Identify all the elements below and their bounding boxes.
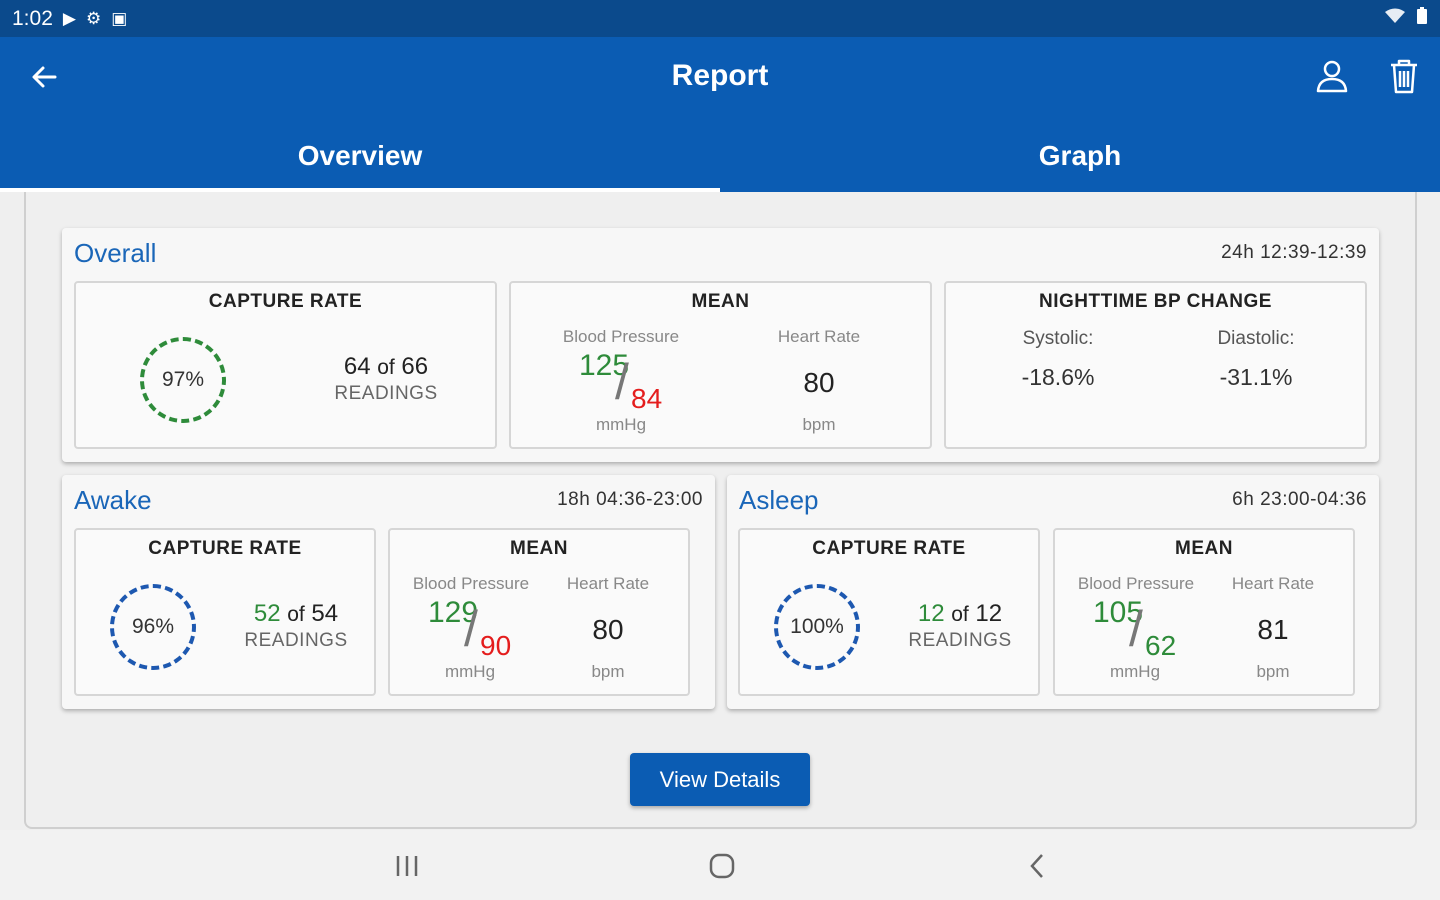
capture-ring: 100% bbox=[774, 584, 860, 670]
nighttime-diastolic-label: Diastolic: bbox=[1217, 328, 1295, 349]
asleep-section: Asleep 6h 23:00-04:36 CAPTURE RATE 100% … bbox=[727, 475, 1379, 709]
gear-icon: ⚙ bbox=[85, 8, 102, 28]
readings-captured: 12 bbox=[917, 600, 945, 627]
readings-of: of bbox=[951, 603, 969, 626]
readings-of: of bbox=[377, 356, 395, 379]
status-time: 1:02 bbox=[12, 6, 53, 30]
bp-label: Blood Pressure bbox=[412, 574, 530, 593]
bp-label: Blood Pressure bbox=[1077, 574, 1195, 593]
awake-title: Awake bbox=[74, 485, 152, 515]
hr-label: Heart Rate bbox=[1231, 574, 1315, 593]
clipboard-icon: ▣ bbox=[111, 8, 128, 28]
trash-icon[interactable] bbox=[1381, 53, 1427, 99]
hr-value: 81 bbox=[1257, 614, 1289, 645]
readings-of: of bbox=[287, 603, 305, 626]
capture-rate-heading: CAPTURE RATE bbox=[208, 291, 363, 312]
nighttime-systolic-value: -18.6% bbox=[1021, 364, 1095, 390]
bp-value: 125 / 84 bbox=[579, 349, 663, 414]
readings-count: 64 of 66 READINGS bbox=[316, 353, 456, 405]
systolic-value: 105 bbox=[1093, 596, 1144, 629]
bp-unit: mmHg bbox=[1109, 662, 1161, 681]
mean-heading: MEAN bbox=[691, 291, 750, 312]
readings-count: 52 of 54 READINGS bbox=[236, 600, 356, 652]
system-nav-bar bbox=[0, 830, 1440, 900]
person-icon[interactable] bbox=[1309, 53, 1355, 99]
home-icon[interactable] bbox=[700, 848, 744, 884]
nighttime-heading: NIGHTTIME BP CHANGE bbox=[1039, 291, 1272, 312]
capture-percent: 97% bbox=[161, 368, 205, 391]
readings-label: READINGS bbox=[908, 630, 1012, 651]
bp-value: 129 / 90 bbox=[428, 596, 512, 661]
readings-total: 54 bbox=[311, 600, 339, 627]
diastolic-value: 90 bbox=[480, 630, 512, 661]
hr-label: Heart Rate bbox=[777, 327, 861, 346]
readings-label: READINGS bbox=[244, 630, 348, 651]
capture-percent: 100% bbox=[790, 615, 844, 638]
tab-graph[interactable]: Graph bbox=[1038, 139, 1122, 171]
bp-unit: mmHg bbox=[595, 415, 647, 434]
view-details-button[interactable]: View Details bbox=[630, 753, 810, 806]
recents-icon[interactable] bbox=[385, 848, 429, 884]
readings-label: READINGS bbox=[334, 383, 438, 404]
bp-label: Blood Pressure bbox=[562, 327, 680, 346]
readings-total: 12 bbox=[975, 600, 1003, 627]
hr-unit: bpm bbox=[591, 662, 625, 681]
overall-capture-card: CAPTURE RATE 97% 64 of 66 READINGS bbox=[74, 281, 497, 449]
systolic-value: 129 bbox=[428, 596, 479, 629]
overall-mean-card: MEAN Blood Pressure Heart Rate 125 / 84 … bbox=[509, 281, 932, 449]
asleep-time: 6h 23:00-04:36 bbox=[1232, 489, 1367, 510]
systolic-value: 125 bbox=[579, 349, 630, 382]
nighttime-bp-card: NIGHTTIME BP CHANGE Systolic: Diastolic:… bbox=[944, 281, 1367, 449]
capture-rate-heading: CAPTURE RATE bbox=[812, 538, 966, 559]
hr-label: Heart Rate bbox=[566, 574, 650, 593]
readings-count: 12 of 12 READINGS bbox=[900, 600, 1020, 652]
readings-captured: 64 bbox=[343, 353, 371, 380]
diastolic-value: 84 bbox=[631, 383, 663, 414]
overall-time: 24h 12:39-12:39 bbox=[1221, 242, 1367, 263]
capture-rate-heading: CAPTURE RATE bbox=[148, 538, 302, 559]
hr-value: 80 bbox=[803, 367, 835, 398]
asleep-title: Asleep bbox=[739, 485, 819, 515]
tab-overview[interactable]: Overview bbox=[0, 119, 720, 192]
status-bar: 1:02 ▶ ⚙ ▣ bbox=[0, 0, 1440, 37]
page-title: Report bbox=[671, 59, 769, 92]
awake-mean-card: MEAN Blood Pressure Heart Rate 129 / 90 … bbox=[388, 528, 690, 696]
back-arrow-icon[interactable] bbox=[24, 57, 64, 97]
overall-section: Overall 24h 12:39-12:39 CAPTURE RATE 97%… bbox=[62, 228, 1379, 462]
asleep-mean-card: MEAN Blood Pressure Heart Rate 105 / 62 … bbox=[1053, 528, 1355, 696]
tab-bar: Overview Graph bbox=[0, 119, 1440, 192]
back-icon[interactable] bbox=[1015, 848, 1059, 884]
overall-title: Overall bbox=[74, 238, 157, 268]
hr-unit: bpm bbox=[1256, 662, 1290, 681]
mean-heading: MEAN bbox=[1175, 538, 1233, 559]
bp-value: 105 / 62 bbox=[1093, 596, 1177, 661]
hr-value: 80 bbox=[592, 614, 624, 645]
awake-time: 18h 04:36-23:00 bbox=[557, 489, 703, 510]
app-bar: Report bbox=[0, 37, 1440, 119]
capture-ring: 97% bbox=[140, 337, 226, 423]
capture-ring: 96% bbox=[110, 584, 196, 670]
nighttime-diastolic-value: -31.1% bbox=[1219, 364, 1293, 390]
diastolic-value: 62 bbox=[1145, 630, 1177, 661]
wifi-icon bbox=[1384, 8, 1406, 29]
awake-capture-card: CAPTURE RATE 96% 52 of 54 READINGS bbox=[74, 528, 376, 696]
asleep-capture-card: CAPTURE RATE 100% 12 of 12 READINGS bbox=[738, 528, 1040, 696]
bp-unit: mmHg bbox=[444, 662, 496, 681]
capture-percent: 96% bbox=[131, 615, 175, 638]
hr-unit: bpm bbox=[802, 415, 836, 434]
nighttime-systolic-label: Systolic: bbox=[1022, 328, 1094, 349]
readings-captured: 52 bbox=[253, 600, 281, 627]
awake-section: Awake 18h 04:36-23:00 CAPTURE RATE 96% 5… bbox=[62, 475, 715, 709]
battery-icon bbox=[1416, 7, 1428, 30]
readings-total: 66 bbox=[401, 353, 429, 380]
play-icon: ▶ bbox=[62, 8, 76, 28]
mean-heading: MEAN bbox=[510, 538, 568, 559]
